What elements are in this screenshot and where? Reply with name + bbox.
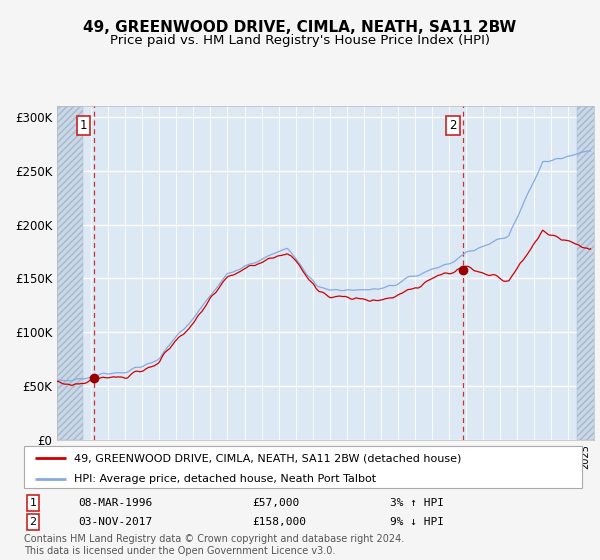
Text: 9% ↓ HPI: 9% ↓ HPI xyxy=(390,517,444,527)
Text: £57,000: £57,000 xyxy=(252,498,299,508)
Text: 2: 2 xyxy=(29,517,37,527)
Text: 2: 2 xyxy=(449,119,457,132)
Text: 49, GREENWOOD DRIVE, CIMLA, NEATH, SA11 2BW (detached house): 49, GREENWOOD DRIVE, CIMLA, NEATH, SA11 … xyxy=(74,453,461,463)
Text: 08-MAR-1996: 08-MAR-1996 xyxy=(78,498,152,508)
Text: 3% ↑ HPI: 3% ↑ HPI xyxy=(390,498,444,508)
Text: HPI: Average price, detached house, Neath Port Talbot: HPI: Average price, detached house, Neat… xyxy=(74,474,376,484)
Text: £158,000: £158,000 xyxy=(252,517,306,527)
Text: 49, GREENWOOD DRIVE, CIMLA, NEATH, SA11 2BW: 49, GREENWOOD DRIVE, CIMLA, NEATH, SA11 … xyxy=(83,20,517,35)
Text: Price paid vs. HM Land Registry's House Price Index (HPI): Price paid vs. HM Land Registry's House … xyxy=(110,34,490,46)
FancyBboxPatch shape xyxy=(24,446,582,488)
Text: 03-NOV-2017: 03-NOV-2017 xyxy=(78,517,152,527)
Text: 1: 1 xyxy=(80,119,88,132)
Text: Contains HM Land Registry data © Crown copyright and database right 2024.
This d: Contains HM Land Registry data © Crown c… xyxy=(24,534,404,556)
Text: 1: 1 xyxy=(29,498,37,508)
Bar xyxy=(577,106,600,440)
Bar xyxy=(57,106,83,440)
